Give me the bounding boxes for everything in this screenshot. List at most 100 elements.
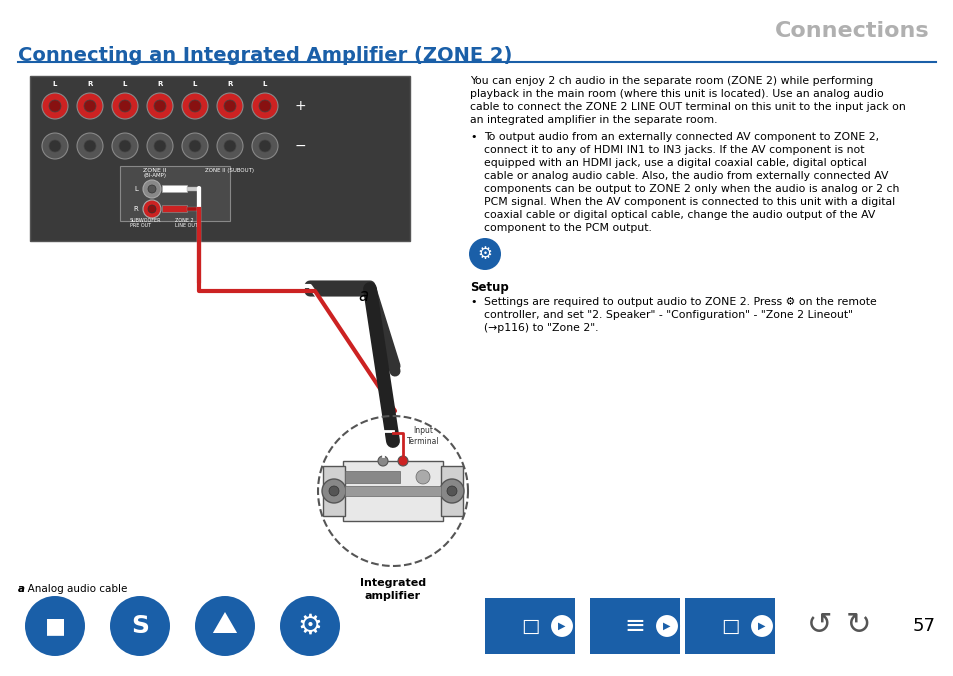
- Bar: [684, 598, 774, 654]
- Bar: [345, 486, 440, 496]
- Text: components can be output to ZONE 2 only when the audio is analog or 2 ch: components can be output to ZONE 2 only …: [483, 184, 899, 194]
- Bar: [187, 187, 199, 191]
- Circle shape: [42, 133, 68, 159]
- Circle shape: [182, 93, 208, 119]
- Bar: [162, 185, 187, 192]
- Text: Integrated
amplifier: Integrated amplifier: [359, 578, 426, 601]
- Circle shape: [189, 100, 201, 112]
- Circle shape: [42, 93, 68, 119]
- Text: ⚙: ⚙: [297, 612, 322, 640]
- Text: a Analog audio cable: a Analog audio cable: [18, 584, 128, 594]
- Text: □: □: [520, 617, 538, 635]
- Circle shape: [148, 185, 156, 193]
- Circle shape: [119, 100, 131, 112]
- Bar: [345, 471, 399, 483]
- Circle shape: [25, 596, 85, 656]
- Text: Setup: Setup: [470, 281, 508, 294]
- Circle shape: [110, 596, 170, 656]
- Text: L: L: [52, 81, 57, 87]
- Text: ▶: ▶: [558, 621, 565, 631]
- Text: ZONE II (SUBOUT): ZONE II (SUBOUT): [205, 168, 254, 173]
- Text: controller, and set "2. Speaker" - "Configuration" - "Zone 2 Lineout": controller, and set "2. Speaker" - "Conf…: [483, 310, 852, 320]
- Circle shape: [148, 205, 156, 213]
- Circle shape: [397, 456, 408, 466]
- Text: coaxial cable or digital optical cable, change the audio output of the AV: coaxial cable or digital optical cable, …: [483, 210, 875, 220]
- Circle shape: [469, 238, 500, 270]
- Circle shape: [84, 140, 96, 152]
- Text: ZONE II: ZONE II: [143, 168, 167, 173]
- Circle shape: [147, 93, 172, 119]
- Circle shape: [143, 180, 161, 198]
- Text: an integrated amplifier in the separate room.: an integrated amplifier in the separate …: [470, 115, 717, 125]
- Text: cable or analog audio cable. Also, the audio from externally connected AV: cable or analog audio cable. Also, the a…: [483, 171, 887, 181]
- Text: ZONE 2: ZONE 2: [174, 218, 193, 223]
- Text: R: R: [88, 81, 92, 87]
- Bar: [323, 466, 345, 516]
- Circle shape: [280, 596, 339, 656]
- Circle shape: [147, 133, 172, 159]
- Circle shape: [77, 133, 103, 159]
- Bar: [343, 461, 442, 521]
- Circle shape: [749, 614, 773, 638]
- Circle shape: [252, 93, 277, 119]
- Text: □: □: [720, 617, 739, 635]
- Circle shape: [194, 596, 254, 656]
- Circle shape: [258, 100, 271, 112]
- Circle shape: [322, 479, 346, 503]
- Circle shape: [49, 100, 61, 112]
- Text: •: •: [470, 297, 476, 307]
- Circle shape: [329, 486, 338, 496]
- Circle shape: [112, 133, 138, 159]
- Circle shape: [377, 456, 388, 466]
- Circle shape: [224, 140, 235, 152]
- Text: −: −: [294, 139, 306, 153]
- Text: a: a: [357, 287, 368, 305]
- Text: (→p116) to "Zone 2".: (→p116) to "Zone 2".: [483, 323, 598, 333]
- Text: Input
Terminal: Input Terminal: [406, 426, 438, 446]
- Circle shape: [655, 614, 679, 638]
- Text: ≡: ≡: [624, 614, 645, 638]
- Text: •: •: [470, 132, 476, 142]
- Text: (BI-AMP): (BI-AMP): [143, 173, 167, 178]
- Text: PRE OUT: PRE OUT: [130, 223, 151, 228]
- Circle shape: [143, 200, 161, 218]
- Text: equipped with an HDMI jack, use a digital coaxial cable, digital optical: equipped with an HDMI jack, use a digita…: [483, 158, 866, 168]
- Text: L: L: [123, 81, 127, 87]
- Circle shape: [153, 100, 166, 112]
- Text: ■: ■: [45, 616, 66, 636]
- Text: playback in the main room (where this unit is located). Use an analog audio: playback in the main room (where this un…: [470, 89, 882, 99]
- Bar: [162, 205, 187, 212]
- Circle shape: [216, 93, 243, 119]
- Text: L: L: [262, 81, 267, 87]
- Text: R: R: [157, 81, 163, 87]
- Circle shape: [216, 133, 243, 159]
- Text: cable to connect the ZONE 2 LINE OUT terminal on this unit to the input jack on: cable to connect the ZONE 2 LINE OUT ter…: [470, 102, 904, 112]
- Text: SUBWOOFER: SUBWOOFER: [130, 218, 161, 223]
- Text: ↻: ↻: [844, 612, 870, 640]
- Text: Settings are required to output audio to ZONE 2. Press ⚙ on the remote: Settings are required to output audio to…: [483, 297, 876, 307]
- Circle shape: [189, 140, 201, 152]
- Text: ↺: ↺: [806, 612, 832, 640]
- Circle shape: [153, 140, 166, 152]
- Circle shape: [182, 133, 208, 159]
- Text: connect it to any of HDMI IN1 to IN3 jacks. If the AV component is not: connect it to any of HDMI IN1 to IN3 jac…: [483, 145, 863, 155]
- Circle shape: [112, 93, 138, 119]
- Text: L: L: [134, 186, 138, 192]
- Bar: [187, 206, 199, 210]
- Text: ⚙: ⚙: [477, 245, 492, 263]
- Text: a: a: [18, 584, 29, 594]
- Text: 57: 57: [912, 617, 935, 635]
- Text: Connecting an Integrated Amplifier (ZONE 2): Connecting an Integrated Amplifier (ZONE…: [18, 46, 512, 65]
- Text: Connections: Connections: [775, 21, 929, 41]
- Circle shape: [439, 479, 463, 503]
- Circle shape: [84, 100, 96, 112]
- Text: L: L: [193, 81, 197, 87]
- Text: +: +: [294, 99, 306, 113]
- Bar: [484, 598, 575, 654]
- Bar: [120, 166, 230, 221]
- Circle shape: [416, 470, 430, 484]
- Circle shape: [77, 93, 103, 119]
- Circle shape: [447, 486, 456, 496]
- Text: ▶: ▶: [662, 621, 670, 631]
- Bar: [589, 598, 679, 654]
